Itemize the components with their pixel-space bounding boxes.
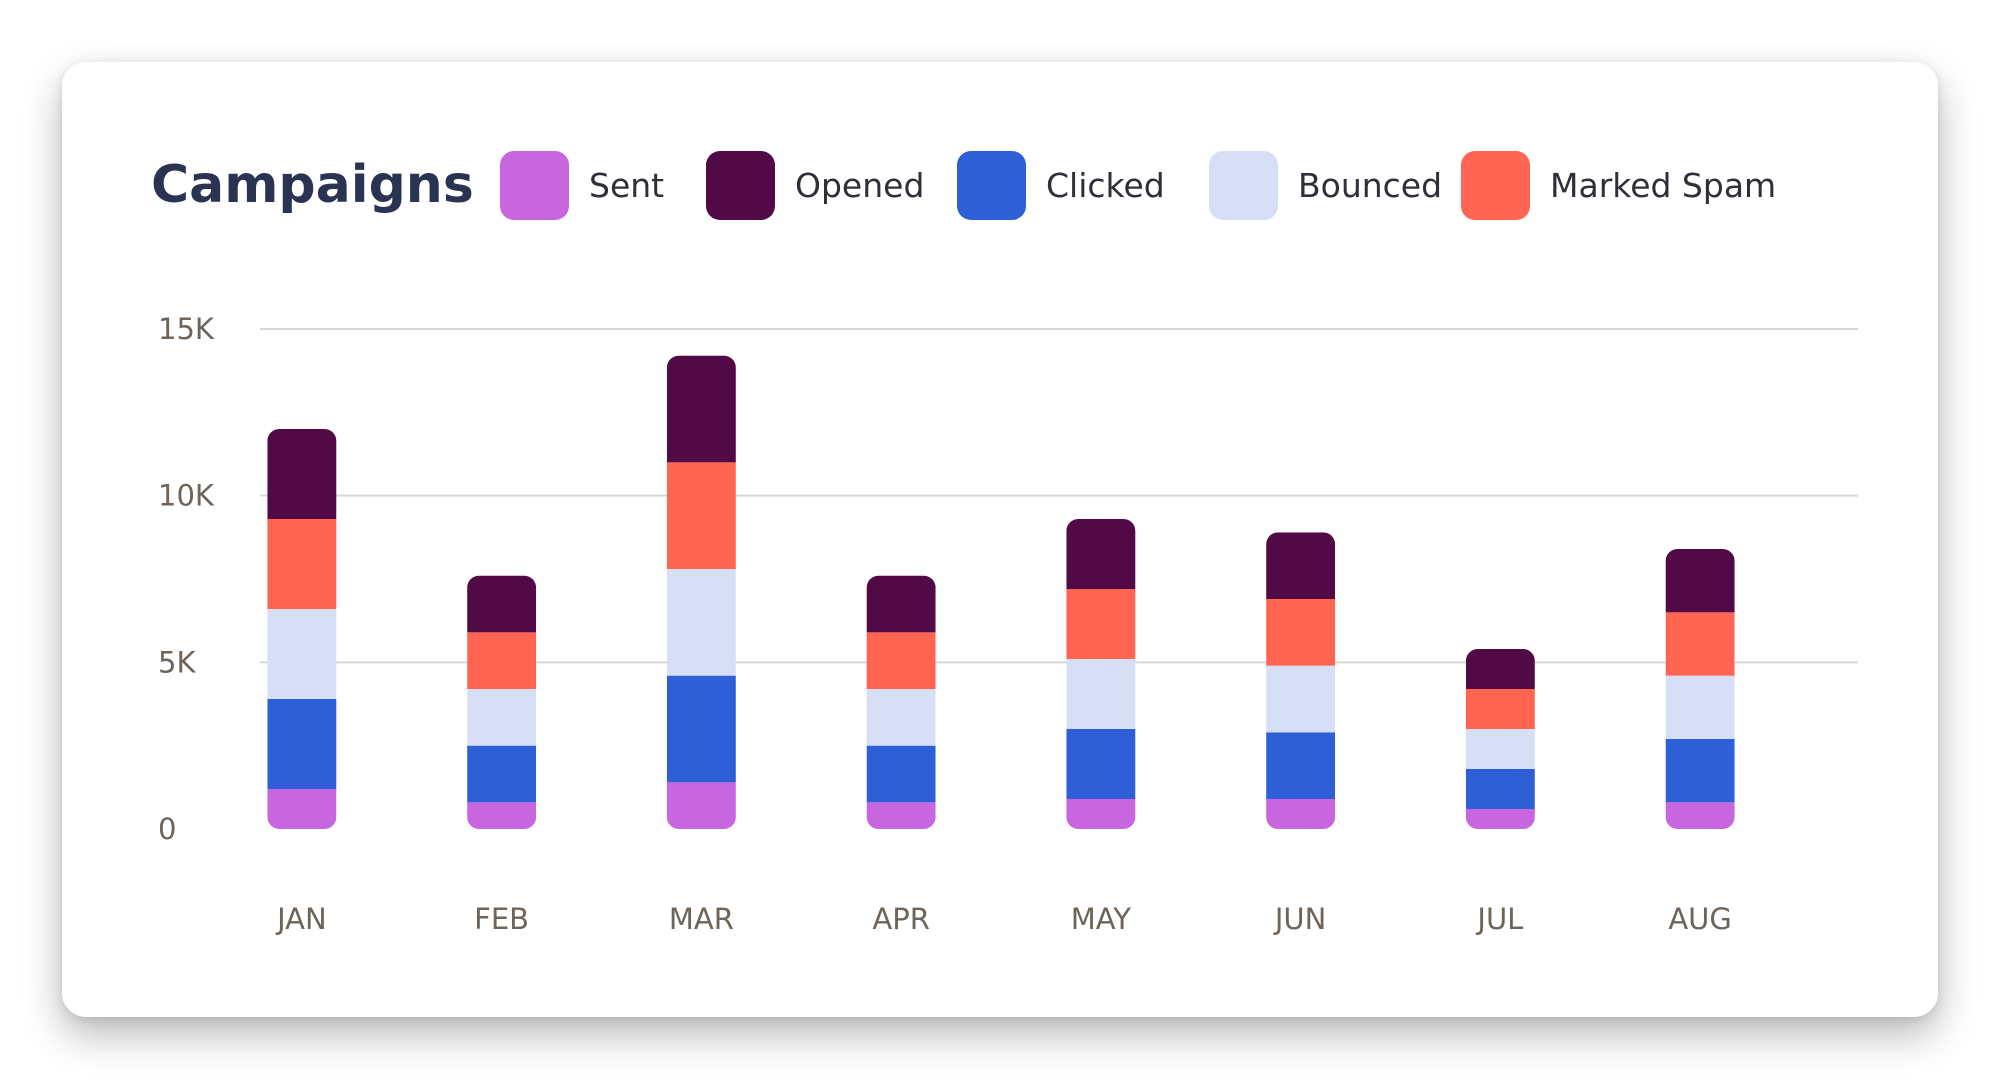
legend-swatch-opened (706, 151, 775, 220)
x-tick-label-may: MAY (1071, 902, 1132, 936)
bar-segment-aug-opened[interactable] (1665, 549, 1735, 613)
bar-segment-jun-bounced[interactable] (1266, 665, 1336, 733)
bar-may[interactable] (1066, 519, 1136, 829)
bar-segment-jun-opened[interactable] (1266, 532, 1336, 599)
bar-segment-mar-opened[interactable] (666, 355, 736, 463)
bar-segment-feb-sent[interactable] (467, 802, 537, 829)
bar-segment-jan-opened[interactable] (267, 429, 337, 519)
legend-swatch-sent (500, 151, 569, 220)
legend-item-clicked[interactable]: Clicked (957, 151, 1165, 220)
bar-segment-apr-bounced[interactable] (866, 689, 936, 746)
bar-segment-jun-sent[interactable] (1266, 799, 1336, 829)
legend-label-marked-spam: Marked Spam (1550, 166, 1777, 205)
bar-jan[interactable] (267, 429, 337, 829)
bar-feb[interactable] (467, 575, 537, 829)
bar-aug[interactable] (1665, 549, 1735, 829)
bar-segment-aug-marked-spam[interactable] (1665, 612, 1735, 676)
bar-segment-aug-bounced[interactable] (1665, 675, 1735, 739)
bar-segment-feb-clicked[interactable] (467, 745, 537, 803)
legend-label-sent: Sent (589, 166, 665, 205)
bar-segment-apr-opened[interactable] (866, 575, 936, 633)
bar-segment-jun-clicked[interactable] (1266, 732, 1336, 799)
y-tick-label: 15K (158, 312, 215, 346)
y-tick-label: 5K (158, 645, 196, 679)
bar-segment-may-clicked[interactable] (1066, 729, 1136, 799)
x-tick-label-mar: MAR (669, 902, 734, 936)
bar-apr[interactable] (866, 575, 936, 829)
bar-segment-apr-marked-spam[interactable] (866, 632, 936, 689)
bar-jun[interactable] (1266, 532, 1336, 829)
bar-segment-jul-sent[interactable] (1465, 809, 1535, 829)
bar-segment-jan-bounced[interactable] (267, 609, 337, 699)
bar-mar[interactable] (666, 355, 736, 829)
bar-segment-may-bounced[interactable] (1066, 659, 1136, 729)
bar-segment-jul-marked-spam[interactable] (1465, 689, 1535, 729)
bar-segment-mar-bounced[interactable] (666, 569, 736, 676)
bar-segment-apr-sent[interactable] (866, 802, 936, 829)
legend-item-marked-spam[interactable]: Marked Spam (1461, 151, 1776, 220)
bar-segment-jun-marked-spam[interactable] (1266, 599, 1336, 666)
legend-swatch-bounced (1209, 151, 1278, 220)
bar-segment-jan-marked-spam[interactable] (267, 519, 337, 609)
y-tick-label: 0 (158, 812, 176, 846)
bar-segment-jan-clicked[interactable] (267, 699, 337, 789)
bar-segment-may-sent[interactable] (1066, 799, 1136, 829)
bar-segment-feb-marked-spam[interactable] (467, 632, 537, 689)
bar-segment-may-opened[interactable] (1066, 519, 1136, 589)
bar-segment-mar-sent[interactable] (666, 782, 736, 829)
bar-segment-jan-sent[interactable] (267, 789, 337, 829)
legend-swatch-clicked (957, 151, 1026, 220)
bar-segment-jul-opened[interactable] (1465, 649, 1535, 689)
legend-label-bounced: Bounced (1298, 166, 1443, 205)
legend-item-opened[interactable]: Opened (706, 151, 924, 220)
bar-segment-aug-clicked[interactable] (1665, 739, 1735, 803)
chart-card (62, 62, 1938, 1017)
legend-label-opened: Opened (795, 166, 925, 205)
x-tick-label-apr: APR (872, 902, 929, 936)
bar-segment-aug-sent[interactable] (1665, 802, 1735, 829)
bar-segment-jul-clicked[interactable] (1465, 769, 1535, 809)
x-tick-label-jun: JUN (1273, 902, 1326, 936)
bar-jul[interactable] (1465, 649, 1535, 829)
legend-swatch-marked-spam (1461, 151, 1530, 220)
chart-title: Campaigns (151, 155, 474, 215)
x-tick-label-aug: AUG (1668, 902, 1732, 936)
x-tick-label-jan: JAN (275, 902, 327, 936)
bar-segment-apr-clicked[interactable] (866, 745, 936, 803)
legend-item-bounced[interactable]: Bounced (1209, 151, 1442, 220)
legend-label-clicked: Clicked (1046, 166, 1165, 205)
bar-segment-may-marked-spam[interactable] (1066, 589, 1136, 659)
x-tick-label-feb: FEB (474, 902, 529, 936)
bar-segment-jul-bounced[interactable] (1465, 729, 1535, 769)
bar-segment-feb-opened[interactable] (467, 575, 537, 633)
y-tick-label: 10K (158, 479, 215, 513)
bar-segment-feb-bounced[interactable] (467, 689, 537, 746)
bar-segment-mar-marked-spam[interactable] (666, 462, 736, 569)
x-tick-label-jul: JUL (1475, 902, 1523, 936)
legend-item-sent[interactable]: Sent (500, 151, 664, 220)
bar-segment-mar-clicked[interactable] (666, 675, 736, 783)
